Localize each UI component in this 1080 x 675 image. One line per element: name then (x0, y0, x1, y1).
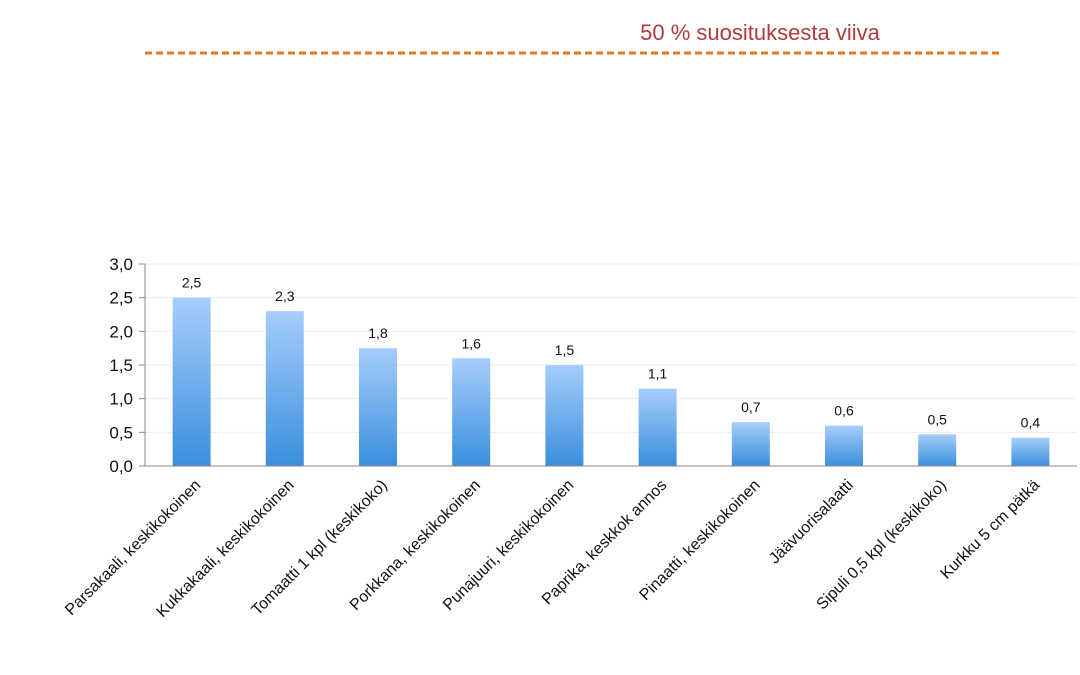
data-label: 1,6 (461, 335, 481, 351)
bar (731, 422, 770, 466)
data-label: 0,5 (927, 411, 947, 427)
bar (265, 311, 304, 466)
y-tick-label: 3,0 (109, 255, 133, 274)
data-label: 1,1 (648, 366, 668, 382)
data-label: 2,3 (275, 288, 295, 304)
y-tick-label: 0,0 (109, 457, 133, 476)
data-label: 1,5 (555, 342, 575, 358)
reference-line-group: 50 % suosituksesta viiva (145, 20, 1003, 55)
y-tick-label: 1,5 (109, 356, 133, 375)
y-tick-label: 0,5 (109, 423, 133, 442)
bars (172, 297, 1050, 466)
bar (825, 425, 863, 466)
data-label: 2,5 (182, 275, 202, 291)
x-tick-label: Kurkku 5 cm pätkä (938, 477, 1044, 583)
y-tick-label: 2,0 (109, 322, 133, 341)
y-tick-label: 2,5 (109, 289, 133, 308)
bar (545, 365, 584, 466)
data-label: 0,4 (1021, 415, 1041, 431)
reference-line-label: 50 % suosituksesta viiva (640, 20, 880, 45)
y-tick-label: 1,0 (109, 390, 133, 409)
x-tick-label: Jäävuorisalaatti (766, 477, 857, 568)
axes (139, 263, 1077, 467)
data-label: 1,8 (368, 325, 388, 341)
bar (918, 434, 957, 466)
bar (638, 388, 677, 466)
data-label: 0,7 (741, 399, 761, 415)
bar (359, 348, 397, 466)
bar (452, 358, 491, 466)
bar (172, 297, 211, 466)
bar (1011, 437, 1050, 466)
data-label: 0,6 (834, 403, 854, 419)
